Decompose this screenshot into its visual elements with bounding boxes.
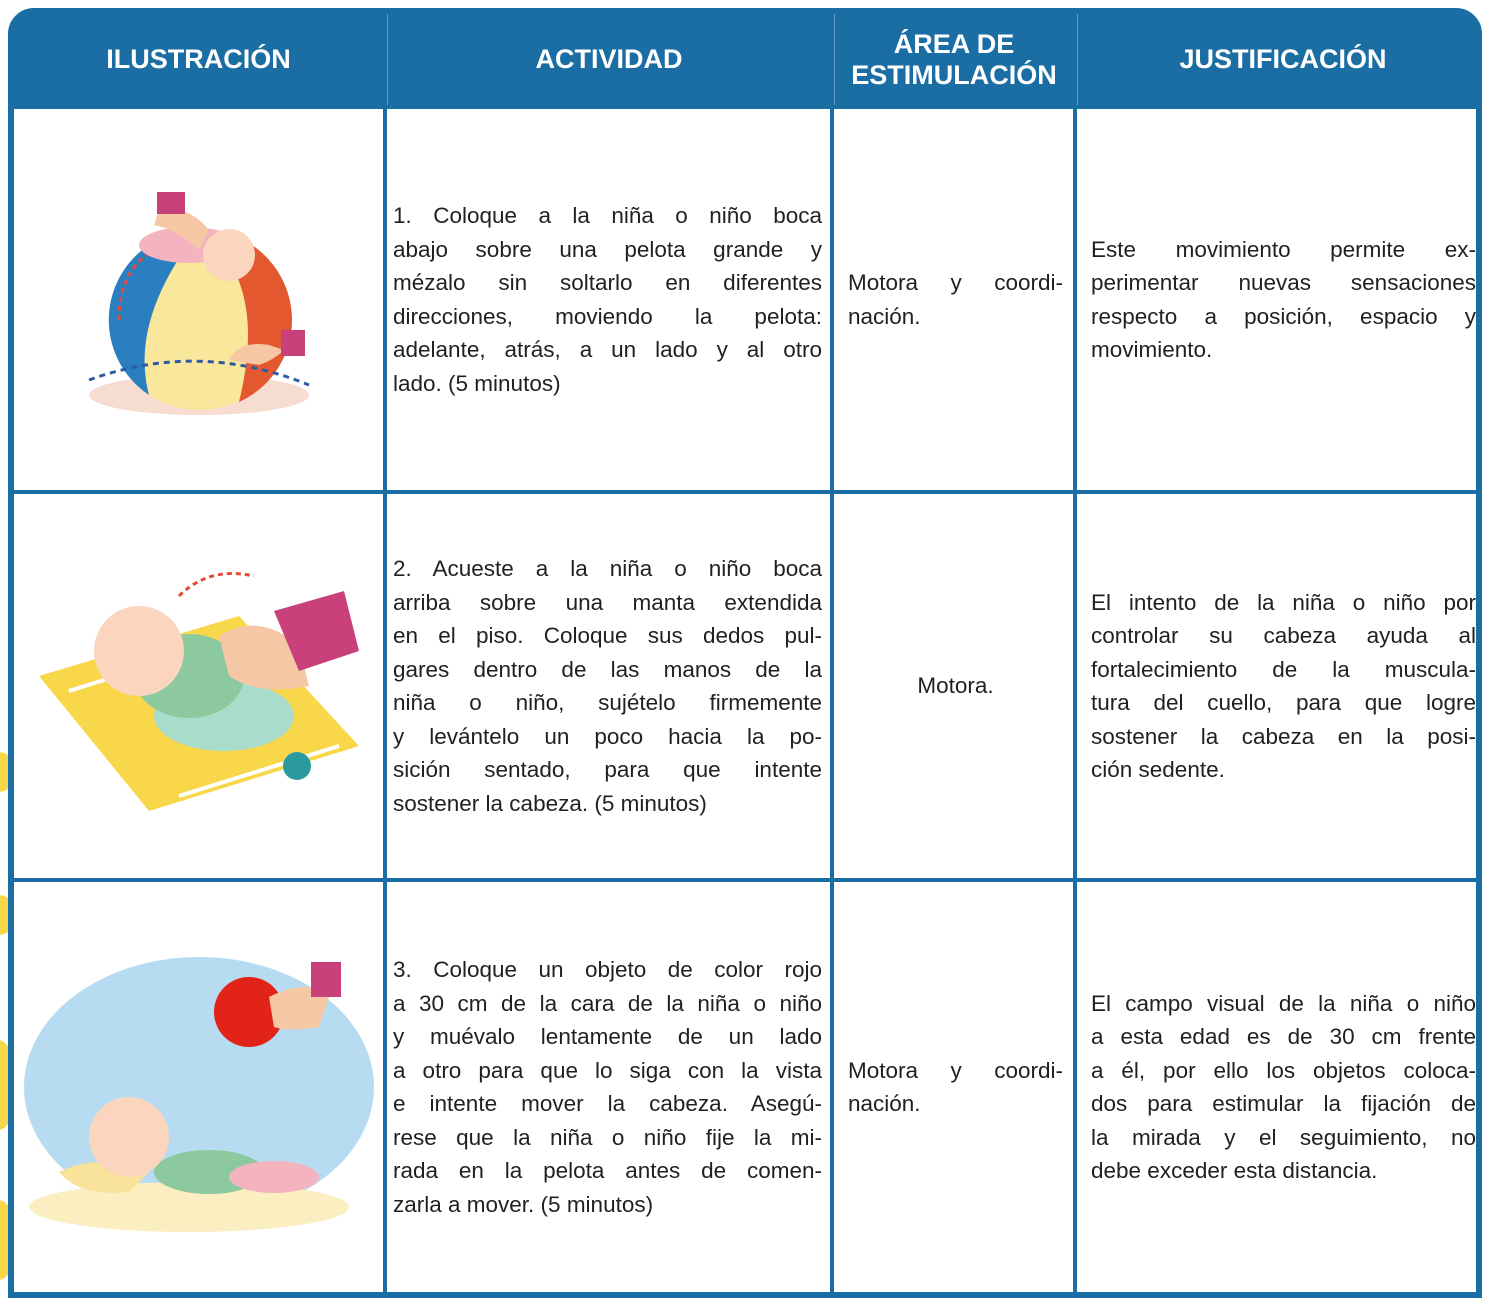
- text-line: sostener la cabeza en la posi-: [1091, 723, 1476, 749]
- text-line: Motora y coordi-: [848, 1057, 1063, 1083]
- activity-cell: 2. Acueste a la niña o niño boca arriba s…: [387, 494, 830, 878]
- text-line: controlar su cabeza ayuda al: [1091, 623, 1476, 648]
- text-line: a esta edad es de 30 cm frente: [1091, 1024, 1476, 1049]
- text-line: y levántelo un poco hacia la po-: [393, 723, 822, 749]
- text-line: respecto a posición, espacio y: [1091, 303, 1476, 329]
- text-line: rada en la pelota antes de comen-: [393, 1158, 822, 1183]
- justification-cell: El intento de la niña o niño por controla…: [1077, 494, 1476, 878]
- text-line: nación.: [848, 1091, 921, 1116]
- header-text: ÁREA DE: [893, 28, 1015, 59]
- text-line: gares dentro de las manos de la: [393, 656, 822, 682]
- text-line: zarla a mover. (5 minutos): [393, 1191, 654, 1217]
- text-line: debe exceder esta distancia.: [1091, 1158, 1378, 1183]
- text-line: dos para estimular la fijación de: [1091, 1091, 1476, 1116]
- text-line: niña o niño, sujételo firmemente: [393, 690, 822, 715]
- illustration-cell: [14, 494, 383, 878]
- text-line: direcciones, moviendo la pelota:: [393, 303, 822, 329]
- header-cell: ÁREA DE ESTIMULACIÓN: [834, 14, 1073, 105]
- text-line: sostener la cabeza. (5 minutos): [393, 790, 707, 816]
- text-line: adelante, atrás, a un lado y al otro: [393, 337, 822, 362]
- justification-cell: El campo visual de la niña o niño a esta …: [1077, 882, 1476, 1292]
- text-line: 1. Coloque a la niña o niño boca: [393, 203, 822, 228]
- header-cell: ACTIVIDAD: [387, 14, 830, 105]
- header-text: ACTIVIDAD: [535, 44, 683, 74]
- text-line: sición sentado, para que intente: [393, 757, 822, 782]
- header-text: JUSTIFICACIÓN: [1179, 44, 1387, 74]
- text-line: arriba sobre una manta extendida: [393, 589, 822, 615]
- text-line: a otro para que lo siga con la vista: [393, 1057, 822, 1083]
- text-line: 2. Acueste a la niña o niño boca: [393, 556, 822, 581]
- activity-cell: 1. Coloque a la niña o niño boca abajo so…: [387, 109, 830, 490]
- activity-cell: 3. Coloque un objeto de color rojo a 30 c…: [387, 882, 830, 1292]
- text-line: perimentar nuevas sensaciones: [1091, 270, 1476, 295]
- text-line: a 30 cm de la cara de la niña o niño: [393, 990, 822, 1016]
- justification-cell: Este movimiento permite ex-perimentar nu…: [1077, 109, 1476, 490]
- area-cell: Motora.: [834, 494, 1073, 878]
- text-line: en el piso. Coloque sus dedos pul-: [393, 623, 822, 648]
- area-cell: Motora y coordi-nación.: [834, 882, 1073, 1292]
- text-line: Motora.: [917, 673, 994, 699]
- illustration-red-ball: [23, 957, 374, 1232]
- text-line: abajo sobre una pelota grande y: [393, 236, 822, 262]
- illustration-blanket: [38, 572, 359, 811]
- text-line: y muévalo lentamente de un lado: [393, 1024, 822, 1049]
- illustration-cell: [14, 109, 383, 490]
- header-text: ESTIMULACIÓN: [851, 59, 1057, 90]
- text-line: El intento de la niña o niño por: [1091, 589, 1476, 615]
- text-line: ción sedente.: [1091, 757, 1225, 782]
- text-line: e intente mover la cabeza. Asegú-: [393, 1091, 822, 1116]
- text-line: lado. (5 minutos): [393, 370, 561, 396]
- header-cell: JUSTIFICACIÓN: [1077, 14, 1476, 105]
- area-cell: Motora y coordi-nación.: [834, 109, 1073, 490]
- activity-table: ILUSTRACIÓN ACTIVIDAD ÁREA DE ESTIMULACIÓ…: [8, 8, 1482, 1298]
- text-line: Motora y coordi-: [848, 270, 1063, 295]
- illustration-ball: [87, 191, 310, 415]
- text-line: rese que la niña o niño fije la mi-: [393, 1124, 822, 1150]
- text-line: nación.: [848, 303, 921, 329]
- text-line: El campo visual de la niña o niño: [1091, 990, 1476, 1016]
- header-cell: ILUSTRACIÓN: [14, 14, 383, 105]
- text-line: la mirada y el seguimiento, no: [1091, 1124, 1476, 1150]
- illustration-cell: [14, 882, 383, 1292]
- text-line: 3. Coloque un objeto de color rojo: [393, 957, 822, 982]
- text-line: Este movimiento permite ex-: [1091, 236, 1476, 262]
- text-line: fortalecimiento de la muscula-: [1091, 656, 1476, 682]
- text-line: movimiento.: [1091, 337, 1213, 362]
- text-line: tura del cuello, para que logre: [1091, 690, 1476, 715]
- text-line: mézalo sin soltarlo en diferentes: [393, 270, 822, 295]
- header-text: ILUSTRACIÓN: [106, 44, 291, 74]
- text-line: a él, por ello los objetos coloca-: [1091, 1057, 1476, 1083]
